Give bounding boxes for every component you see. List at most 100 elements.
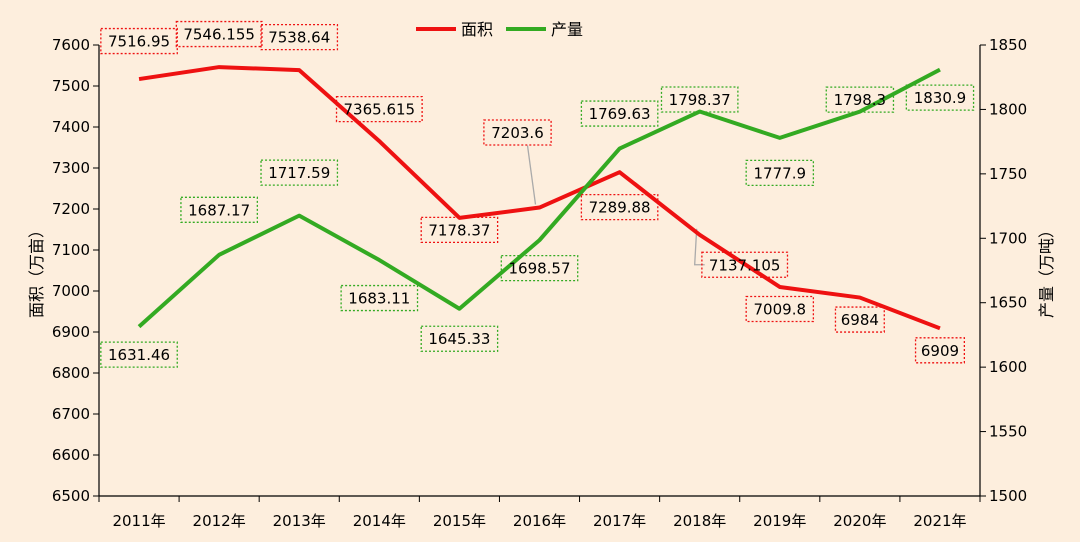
data-label-yield-text: 1777.9 [754,164,807,182]
data-label-yield-box [260,159,339,186]
data-label-area: 7538.64 [260,24,339,51]
data-label-yield-box [100,341,178,368]
data-label-area-box [335,95,423,123]
x-tick-label: 2015年 [433,512,486,530]
data-label-yield-text: 1769.63 [589,105,651,123]
data-label-yield: 1798.37 [660,86,739,113]
x-tick-label: 2018年 [673,512,726,530]
data-label-yield-box [500,254,579,282]
data-label-yield-text: 1717.59 [268,164,330,182]
y-right-axis-title: 产量（万吨） [1037,222,1056,318]
data-label-yield-box [580,100,659,127]
data-label-area: 7546.155 [175,20,263,48]
data-label-area-text: 7178.37 [428,221,490,239]
data-label-yield-text: 1698.57 [508,260,570,278]
data-label-yield: 1683.11 [340,284,419,312]
data-label-yield: 1698.57 [500,254,579,282]
data-label-area: 7203.6 [483,119,552,146]
data-label-yield: 1769.63 [580,100,659,127]
data-label-yield: 1645.33 [420,325,499,352]
x-tick-label: 2011年 [112,512,165,530]
data-label-area-text: 7538.64 [268,29,330,47]
data-label-yield: 1687.17 [180,196,258,223]
y-right-tick-label: 1550 [989,423,1027,441]
data-label-yield-text: 1687.17 [188,201,250,219]
data-label-yield: 1717.59 [260,159,339,186]
y-left-tick-label: 7300 [52,159,90,177]
y-left-tick-label: 6500 [52,487,90,505]
data-label-area-text: 7516.95 [108,33,170,51]
data-label-area: 7137.105 [701,251,789,278]
y-right-tick-label: 1750 [989,165,1027,183]
data-label-yield-box [905,84,975,111]
y-left-tick-label: 7600 [52,36,90,54]
data-label-yield-text: 1830.9 [914,89,967,107]
data-label-yield-box [180,196,258,223]
data-label-yield-box [420,325,499,352]
x-tick-label: 2016年 [513,512,566,530]
data-label-yield-text: 1645.33 [428,330,490,348]
data-label-area: 7516.95 [100,27,178,55]
data-label-area-box [914,337,966,364]
data-label-yield: 1631.46 [100,341,178,368]
data-label-area-text: 7203.6 [491,124,544,142]
data-label-area-box [260,24,339,51]
data-label-area-text: 6909 [921,342,959,360]
y-left-tick-label: 7000 [52,282,90,300]
x-tick-label: 2017年 [593,512,646,530]
data-labels: 7516.95 7546.155 7538.64 7365.615 7178.37 720… [100,20,975,368]
y-left-axis-title: 面积（万亩） [27,222,46,318]
y-right-tick-label: 1800 [989,100,1027,118]
y-left-tick-label: 7500 [52,77,90,95]
data-label-yield-text: 1631.46 [108,346,170,364]
data-label-area: 6909 [914,337,966,364]
data-label-area-box [420,216,499,244]
y-right-tick-label: 1700 [989,229,1027,247]
y-left-tick-label: 7100 [52,241,90,259]
data-label-yield: 1798.3 [825,86,895,113]
x-tick-label: 2021年 [913,512,966,530]
data-label-area-box [100,27,178,55]
y-left-tick-label: 6800 [52,364,90,382]
data-label-area-text: 6984 [841,311,879,329]
data-label-area: 7365.615 [335,95,423,123]
series-line-area [138,65,941,331]
x-tick-label: 2020年 [833,512,886,530]
data-label-yield-text: 1798.3 [834,91,887,109]
legend-label-yield: 产量 [551,20,583,39]
y-left-tick-label: 6900 [52,323,90,341]
y-left-tick-label: 6600 [52,446,90,464]
data-label-area-box [745,295,815,323]
y-left-tick-label: 7400 [52,118,90,136]
data-label-yield-text: 1683.11 [348,290,410,308]
data-label-yield: 1830.9 [905,84,975,111]
data-label-yield-box [825,86,895,113]
y-right-tick-label: 1500 [989,487,1027,505]
data-label-yield-box [340,284,419,312]
data-label-area-box [580,193,659,221]
data-label-area-box [701,251,789,278]
data-label-area-box [483,119,552,146]
data-label-area-box [834,306,885,333]
y-left-tick-label: 7200 [52,200,90,218]
x-tick-label: 2013年 [273,512,326,530]
data-label-yield-box [660,86,739,113]
axes: 6500 6600 6700 6800 6900 7000 7100 7200 7300 7400… [52,36,1027,530]
data-label-area: 7178.37 [420,216,499,244]
series-lines [137,65,941,331]
series-line-yield [137,67,941,329]
leader-line [526,145,537,205]
data-label-area-box [175,20,263,48]
y-left-tick-label: 6700 [52,405,90,423]
y-right-tick-label: 1650 [989,294,1027,312]
data-label-area-text: 7365.615 [344,101,416,119]
data-label-area-text: 7137.105 [709,256,781,274]
data-label-area-text: 7009.8 [754,300,807,318]
data-label-area-text: 7546.155 [183,26,255,44]
x-tick-label: 2014年 [353,512,406,530]
legend: 面积 产量 [416,20,583,39]
x-tick-label: 2012年 [193,512,246,530]
data-label-area: 7289.88 [580,193,659,221]
